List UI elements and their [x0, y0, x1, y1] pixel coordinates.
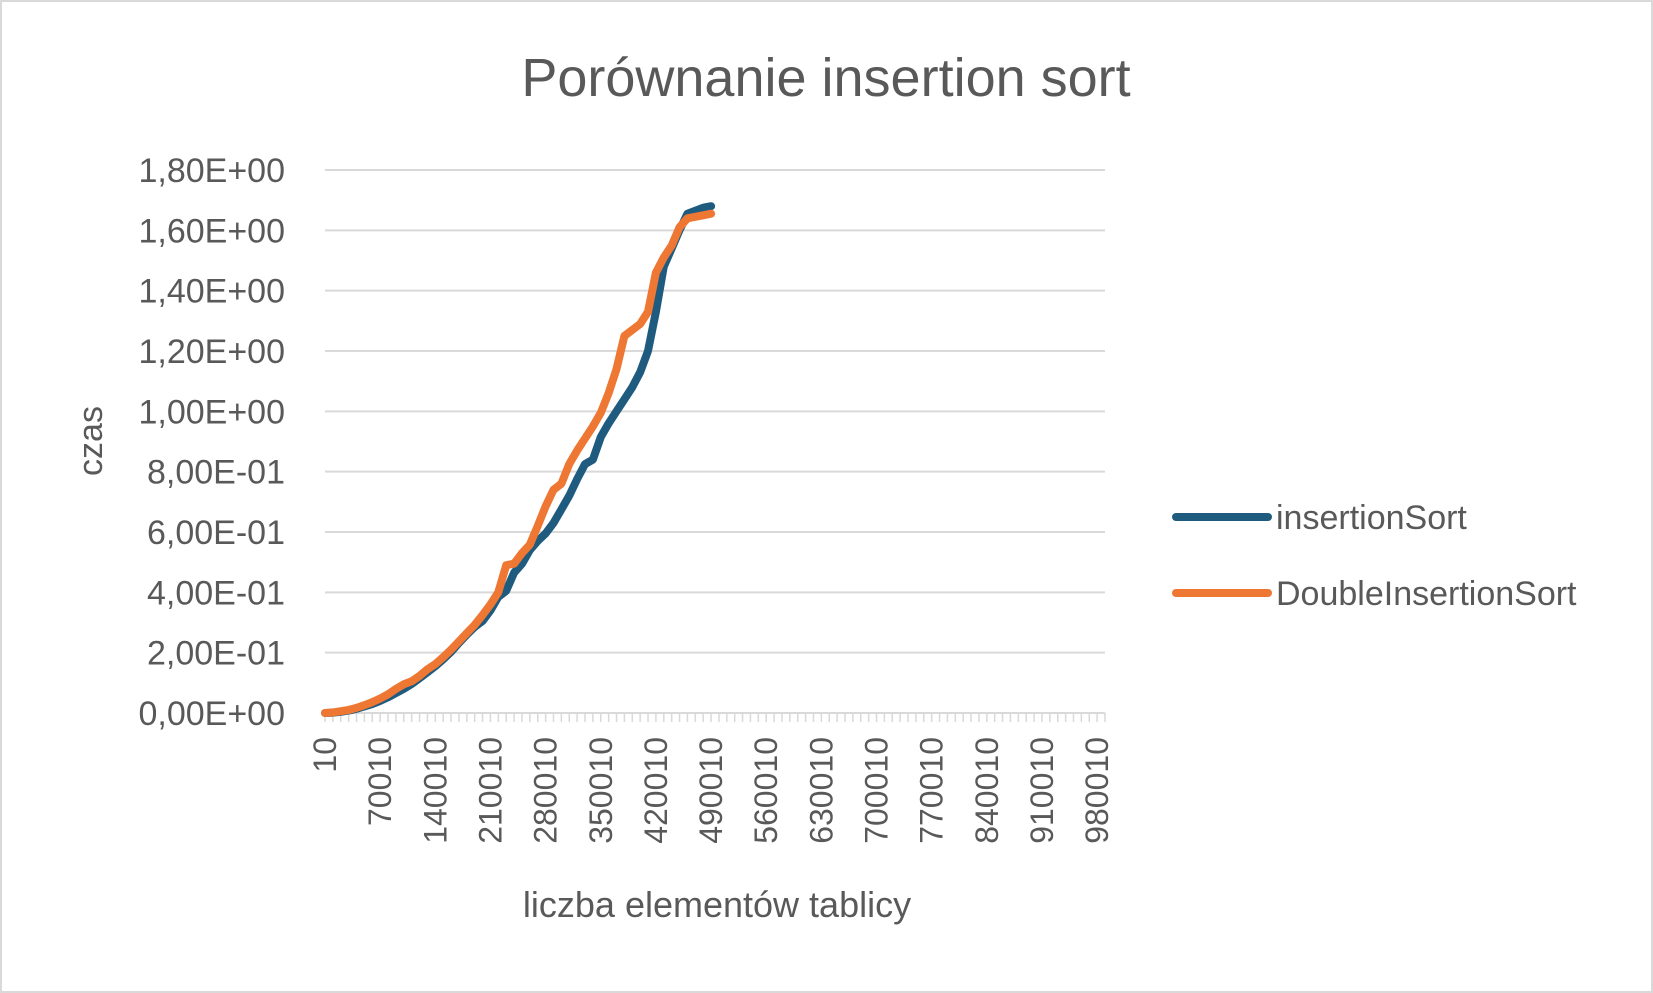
y-tick-label: 1,80E+00 — [138, 152, 285, 190]
y-tick-label: 6,00E-01 — [147, 514, 285, 552]
series-lines — [321, 202, 716, 717]
x-tick-label: 10 — [307, 737, 343, 773]
legend: insertionSort DoubleInsertionSort — [1172, 499, 1577, 613]
y-tick-label: 1,40E+00 — [138, 273, 285, 311]
y-axis-label: czas — [72, 406, 110, 476]
chart-title: Porównanie insertion sort — [521, 48, 1130, 108]
x-tick-label: 70010 — [362, 737, 398, 826]
y-tick-label: 1,60E+00 — [138, 212, 285, 250]
x-tick-label: 140010 — [417, 737, 453, 844]
y-tick-label: 0,00E+00 — [138, 695, 285, 733]
x-tick-label: 280010 — [528, 737, 564, 844]
y-tick-label: 1,20E+00 — [138, 333, 285, 371]
x-tick-label: 420010 — [638, 737, 674, 844]
x-tick-label: 630010 — [803, 737, 839, 844]
x-tick-label: 770010 — [914, 737, 950, 844]
x-tick-label: 910010 — [1024, 737, 1060, 844]
y-tick-label: 4,00E-01 — [147, 574, 285, 612]
x-tick-label: 560010 — [748, 737, 784, 844]
x-axis-tick-labels: 10 70010 140010 210010 280010 350010 420010 490… — [307, 737, 1115, 844]
legend-label: DoubleInsertionSort — [1276, 575, 1577, 613]
y-tick-label: 2,00E-01 — [147, 635, 285, 673]
series-line-DoubleInsertionSort — [321, 209, 716, 717]
x-tick-label: 840010 — [969, 737, 1005, 844]
gridlines — [325, 169, 1105, 654]
x-tick-label: 350010 — [583, 737, 619, 844]
x-tick-label: 210010 — [472, 737, 508, 844]
x-axis — [324, 712, 1106, 722]
x-tick-label: 490010 — [693, 737, 729, 844]
y-tick-label: 8,00E-01 — [147, 454, 285, 492]
x-axis-label: liczba elementów tablicy — [523, 884, 911, 925]
legend-label: insertionSort — [1276, 499, 1467, 537]
x-tick-label: 980010 — [1079, 737, 1115, 844]
x-tick-label: 700010 — [859, 737, 895, 844]
y-axis-tick-labels: 0,00E+00 2,00E-01 4,00E-01 6,00E-01 8,00E-01… — [138, 152, 285, 733]
y-tick-label: 1,00E+00 — [138, 393, 285, 431]
